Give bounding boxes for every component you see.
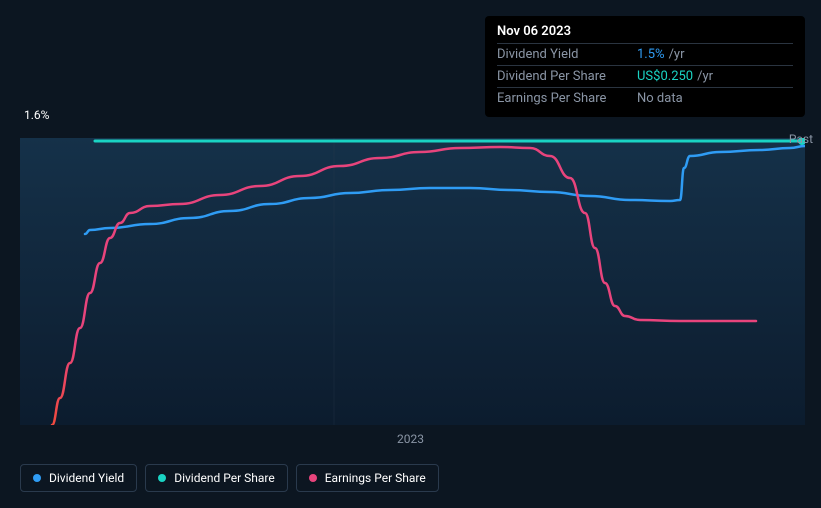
tooltip-row: Dividend Yield1.5% /yr <box>497 43 793 65</box>
tooltip-value: 1.5% <box>637 47 665 62</box>
legend-item-dividend-per-share[interactable]: Dividend Per Share <box>145 464 288 492</box>
legend: Dividend Yield Dividend Per Share Earnings… <box>20 464 439 492</box>
tooltip-row: Dividend Per ShareUS$0.250/yr <box>497 65 793 87</box>
tooltip-row: Earnings Per ShareNo data <box>497 87 793 109</box>
legend-label: Dividend Yield <box>49 471 124 485</box>
legend-dot <box>158 474 166 482</box>
tooltip-label: Dividend Yield <box>497 47 637 62</box>
chart-tooltip: Nov 06 2023 Dividend Yield1.5%/yrDividen… <box>485 16 805 117</box>
legend-dot <box>309 474 317 482</box>
legend-item-dividend-yield[interactable]: Dividend Yield <box>20 464 137 492</box>
legend-item-earnings-per-share[interactable]: Earnings Per Share <box>296 464 439 492</box>
tooltip-label: Earnings Per Share <box>497 91 637 106</box>
tooltip-suffix: /yr <box>697 69 713 84</box>
past-label: Past <box>789 132 813 146</box>
chart-svg <box>20 138 805 425</box>
tooltip-label: Dividend Per Share <box>497 69 637 84</box>
tooltip-value: No data <box>637 91 683 106</box>
legend-label: Earnings Per Share <box>325 471 426 485</box>
tooltip-suffix: /yr <box>669 47 685 62</box>
x-axis-label: 2023 <box>397 432 424 446</box>
y-axis-max: 1.6% <box>24 108 49 122</box>
chart-area <box>20 138 805 425</box>
legend-dot <box>33 474 41 482</box>
tooltip-value: US$0.250 <box>637 69 693 84</box>
legend-label: Dividend Per Share <box>174 471 275 485</box>
tooltip-date: Nov 06 2023 <box>497 24 793 43</box>
